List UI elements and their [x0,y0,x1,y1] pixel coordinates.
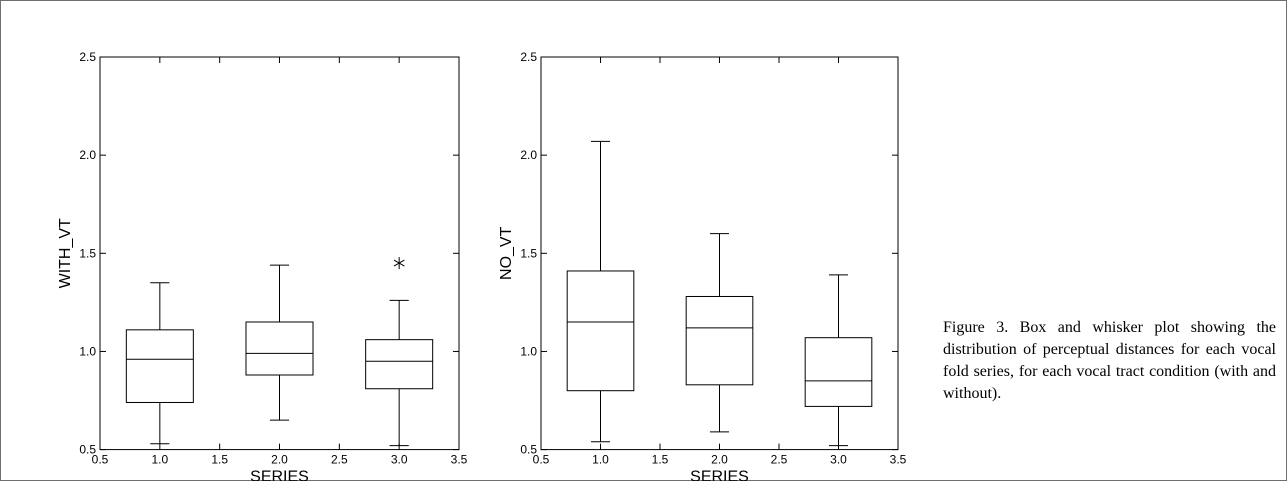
plot2-x-tick-label: 3.0 [830,453,847,467]
plot1-series2-box [245,321,314,376]
plot1-y-tick-label: 1.0 [79,344,96,358]
plot2-x-tick-label: 1.5 [652,453,669,467]
plot2-series1-box [566,270,635,392]
plot2-x-tick-label: 1.0 [592,453,609,467]
plot2-y-tick-label: 2.0 [520,148,537,162]
figure-caption: Figure 3. Box and whisker plot showing t… [943,319,1276,402]
plot2-series3-box [804,337,873,407]
plot1-y-tick-label: 2.0 [79,148,96,162]
plot1-series3-box [365,339,434,390]
plot1-x-tick-label: 2.0 [271,453,288,467]
plot1-series3-outlier [393,257,405,270]
plot2-series2-box [685,295,754,386]
plot2-y-tick-label: 2.5 [520,50,537,64]
plot1-x-tick-label: 1.5 [211,453,228,467]
plot2-x-axis-title: SERIES [690,469,749,481]
plot2-y-tick-label: 1.0 [520,344,537,358]
plot1-y-tick-label: 1.5 [79,246,96,260]
plot2-x-tick-label: 0.5 [533,453,550,467]
plot2-x-tick-label: 2.0 [711,453,728,467]
plot2-x-tick-label: 2.5 [771,453,788,467]
plot1-x-axis-title: SERIES [250,469,309,481]
plot2-y-axis-title: NO_VT [498,226,515,280]
plot1-series3-outlier-stroke [393,259,405,267]
plot1-y-axis-title: WITH_VT [57,218,74,288]
plot1-x-tick-label: 2.5 [331,453,348,467]
plot2-y-tick-label: 0.5 [520,443,537,457]
plot1-y-tick-label: 2.5 [79,50,96,64]
plot2-y-tick-label: 1.5 [520,246,537,260]
plot1-x-tick-label: 3.5 [451,453,468,467]
plot1-x-tick-label: 0.5 [92,453,109,467]
plot1-series1-box [125,329,194,403]
plot2-x-tick-label: 3.5 [890,453,907,467]
plot1-x-tick-label: 3.0 [391,453,408,467]
plot1-y-tick-label: 0.5 [79,443,96,457]
plot1-x-tick-label: 1.0 [151,453,168,467]
